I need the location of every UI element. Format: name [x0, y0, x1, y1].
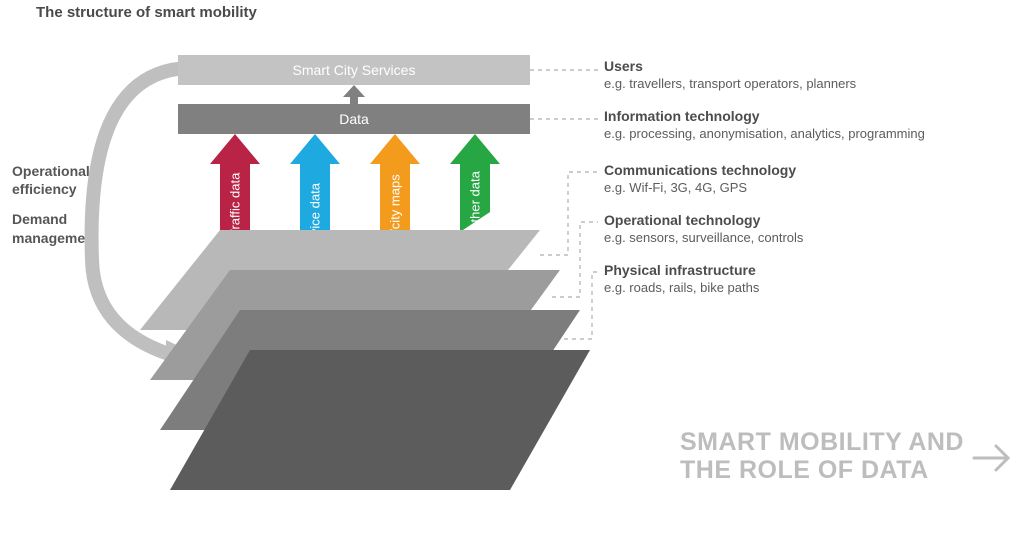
- annot-comm-head: Communications technology: [604, 162, 796, 178]
- annot-users-sub: e.g. travellers, transport operators, pl…: [604, 76, 856, 91]
- annot-phys: Physical infrastructure e.g. roads, rail…: [604, 262, 759, 295]
- footer-arrow-icon: [970, 436, 1014, 480]
- annot-users: Users e.g. travellers, transport operato…: [604, 58, 856, 91]
- annot-comm: Communications technology e.g. Wif-Fi, 3…: [604, 162, 796, 195]
- annot-it-head: Information technology: [604, 108, 925, 124]
- annot-ops-sub: e.g. sensors, surveillance, controls: [604, 230, 803, 245]
- annot-phys-head: Physical infrastructure: [604, 262, 759, 278]
- footer-line2: THE ROLE OF DATA: [680, 456, 929, 484]
- annot-users-head: Users: [604, 58, 856, 74]
- annot-it: Information technology e.g. processing, …: [604, 108, 925, 141]
- annot-comm-sub: e.g. Wif-Fi, 3G, 4G, GPS: [604, 180, 796, 195]
- annot-ops: Operational technology e.g. sensors, sur…: [604, 212, 803, 245]
- annot-phys-sub: e.g. roads, rails, bike paths: [604, 280, 759, 295]
- footer-title: SMART MOBILITY AND THE ROLE OF DATA: [680, 429, 964, 484]
- annot-ops-head: Operational technology: [604, 212, 803, 228]
- annot-it-sub: e.g. processing, anonymisation, analytic…: [604, 126, 925, 141]
- footer-line1: SMART MOBILITY AND: [680, 428, 964, 456]
